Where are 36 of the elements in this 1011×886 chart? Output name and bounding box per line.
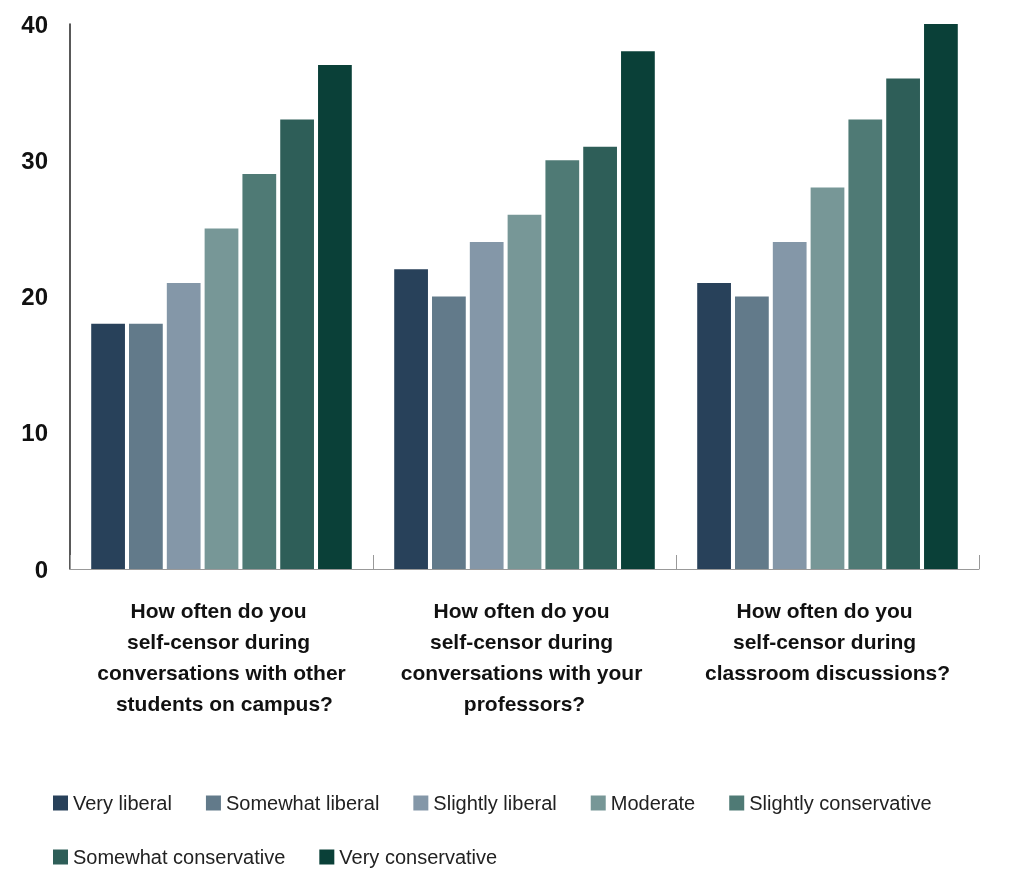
x-tick-label: How often do you self-censor during classroom discussions? [704,599,951,684]
y-tick-label: 30 [21,146,48,174]
x-tick-label: How often do you self-censor during conversations with other students on campus? [97,599,346,715]
legend-label: Slightly conservative [749,792,932,814]
x-tick-label: How often do you self-censor during conversations with your professors? [400,599,649,715]
bar [204,228,239,569]
bar [129,323,163,569]
bar [735,296,769,569]
legend-label: Somewhat liberal [225,792,380,814]
bar [886,78,920,569]
bar [469,242,504,569]
y-tick-label: 0 [34,555,48,583]
legend-label: Somewhat conservative [73,846,286,868]
legend-label: Very conservative [339,846,498,868]
y-tick-label: 40 [21,10,48,38]
bar [166,282,201,569]
legend-label: Slightly liberal [433,792,557,814]
bar [924,24,958,569]
bar [507,214,542,569]
legend-label: Moderate [610,792,696,814]
bar [242,173,277,569]
y-tick-label: 10 [21,419,48,447]
y-tick-label: 20 [21,283,48,310]
bar [545,160,580,569]
bar [91,323,125,569]
bar [280,119,314,569]
bar [432,296,466,569]
bar [583,146,617,569]
bar [621,51,655,569]
bar [848,119,883,569]
legend-label: Very liberal [73,792,172,814]
bar [318,64,352,569]
bar [394,269,428,569]
bar [772,242,807,569]
bar [697,282,731,569]
bar [810,187,845,569]
